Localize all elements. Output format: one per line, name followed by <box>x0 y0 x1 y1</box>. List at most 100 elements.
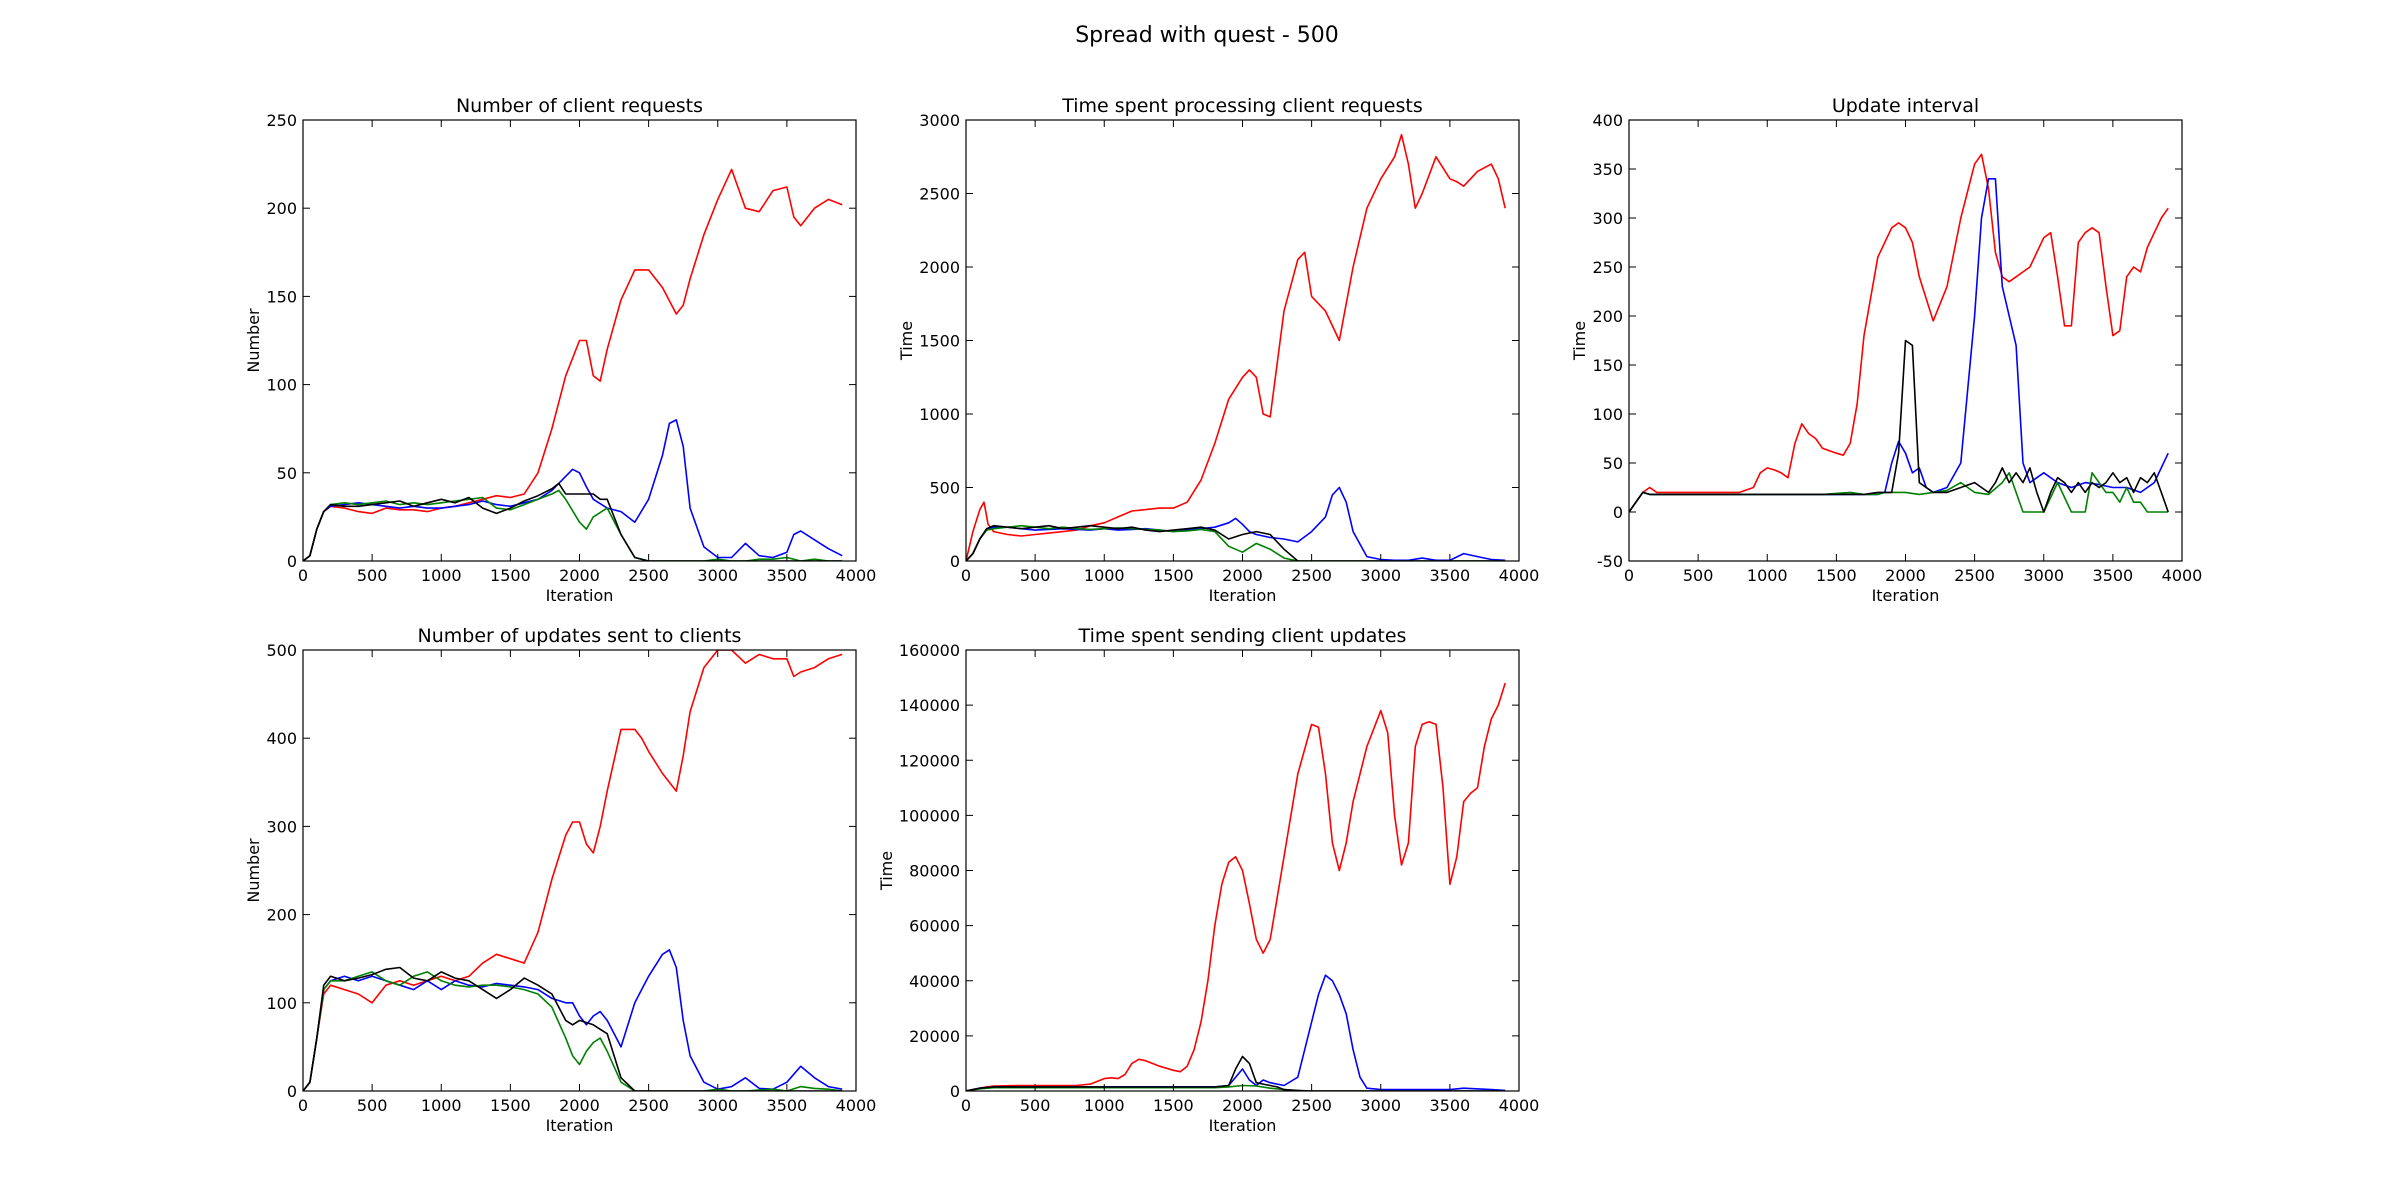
series-line-4 <box>966 1055 1506 1091</box>
chart-title: Time spent processing client requests <box>1061 95 1423 117</box>
x-tick-label: 1500 <box>490 1096 531 1115</box>
axes-frame <box>302 649 857 1092</box>
x-tick-label: 3000 <box>697 566 738 585</box>
y-tick-label: 0 <box>287 552 297 571</box>
x-tick-label: 2000 <box>1222 566 1263 585</box>
y-tick-label: -50 <box>1597 552 1623 571</box>
y-tick-label: 160000 <box>899 641 960 660</box>
x-tick-label: 1000 <box>421 1096 462 1115</box>
x-tick-label: 1500 <box>1153 1096 1194 1115</box>
x-tick-label: 3000 <box>1360 566 1401 585</box>
x-axis-label: Iteration <box>546 586 614 605</box>
x-tick-label: 4000 <box>836 566 877 585</box>
series-line-3 <box>303 489 843 561</box>
y-tick-label: 140000 <box>899 696 960 715</box>
y-tick-label: 200 <box>1592 307 1623 326</box>
x-tick-label: 500 <box>357 566 388 585</box>
x-tick-label: 3000 <box>1360 1096 1401 1115</box>
chart-1: 0 500 1000 1500 2000 2500 3000 3500 4000 0 50 100 15… <box>244 95 876 605</box>
series-line-2 <box>303 949 843 1091</box>
x-tick-label: 2000 <box>1222 1096 1263 1115</box>
y-axis-label: Time <box>897 321 916 361</box>
x-tick-label: 0 <box>298 566 308 585</box>
chart-4: 0 500 1000 1500 2000 2500 3000 3500 4000 0 100 200 3… <box>244 625 876 1135</box>
series-line-4 <box>1629 339 2169 513</box>
y-tick-label: 150 <box>266 287 297 306</box>
y-tick-label: 2500 <box>919 185 960 204</box>
y-tick-label: 100 <box>266 376 297 395</box>
x-tick-label: 500 <box>1020 1096 1051 1115</box>
x-tick-label: 2500 <box>1954 566 1995 585</box>
series-line-3 <box>966 524 1506 561</box>
x-tick-label: 4000 <box>1499 566 1540 585</box>
chart-3: 0 500 1000 1500 2000 2500 3000 3500 4000-5005010… <box>1570 95 2202 605</box>
chart-2: 0 500 1000 1500 2000 2500 3000 3500 4000 0 500 1000… <box>897 95 1539 605</box>
y-axis-label: Number <box>244 838 263 903</box>
y-axis-label: Time <box>877 851 896 891</box>
series-line-1 <box>966 133 1506 561</box>
y-axis-label: Number <box>244 308 263 373</box>
y-tick-label: 350 <box>1592 160 1623 179</box>
x-tick-label: 3500 <box>1430 1096 1471 1115</box>
x-tick-label: 1000 <box>1084 1096 1125 1115</box>
x-tick-label: 1500 <box>1816 566 1857 585</box>
x-tick-label: 3500 <box>767 1096 808 1115</box>
y-tick-label: 200 <box>266 906 297 925</box>
series-line-4 <box>303 966 843 1091</box>
y-tick-label: 200 <box>266 199 297 218</box>
y-tick-label: 0 <box>287 1082 297 1101</box>
y-tick-label: 300 <box>1592 209 1623 228</box>
y-tick-label: 80000 <box>909 862 960 881</box>
x-tick-label: 500 <box>1020 566 1051 585</box>
y-tick-label: 2000 <box>919 258 960 277</box>
series-line-1 <box>966 682 1506 1091</box>
y-tick-label: 1000 <box>919 405 960 424</box>
series-line-1 <box>1629 153 2169 513</box>
chart-title: Number of client requests <box>456 95 703 117</box>
x-tick-label: 1000 <box>1084 566 1125 585</box>
x-tick-label: 2000 <box>559 1096 600 1115</box>
y-axis-label: Time <box>1570 321 1589 361</box>
x-tick-label: 3500 <box>1430 566 1471 585</box>
x-tick-label: 0 <box>961 1096 971 1115</box>
series-line-2 <box>303 419 843 561</box>
chart-5: 0 500 1000 1500 2000 2500 3000 3500 400002000040… <box>877 625 1539 1135</box>
x-tick-label: 1500 <box>490 566 531 585</box>
y-tick-label: 50 <box>1603 454 1623 473</box>
x-tick-label: 500 <box>1683 566 1714 585</box>
y-tick-label: 60000 <box>909 917 960 936</box>
axes-frame <box>965 119 1520 562</box>
y-tick-label: 500 <box>266 641 297 660</box>
y-tick-label: 150 <box>1592 356 1623 375</box>
x-tick-label: 2500 <box>628 1096 669 1115</box>
x-tick-label: 2500 <box>1291 566 1332 585</box>
y-tick-label: 250 <box>1592 258 1623 277</box>
x-axis-label: Iteration <box>1209 1116 1277 1135</box>
chart-title: Number of updates sent to clients <box>418 625 742 647</box>
x-tick-label: 3000 <box>2023 566 2064 585</box>
y-tick-label: 20000 <box>909 1027 960 1046</box>
y-tick-label: 100 <box>1592 405 1623 424</box>
x-tick-label: 3500 <box>767 566 808 585</box>
x-tick-label: 0 <box>961 566 971 585</box>
x-tick-label: 0 <box>298 1096 308 1115</box>
y-tick-label: 100000 <box>899 806 960 825</box>
x-tick-label: 1500 <box>1153 566 1194 585</box>
y-tick-label: 0 <box>950 1082 960 1101</box>
y-tick-label: 1500 <box>919 332 960 351</box>
series-line-2 <box>966 974 1506 1091</box>
y-tick-label: 250 <box>266 111 297 130</box>
x-tick-label: 3000 <box>697 1096 738 1115</box>
y-tick-label: 3000 <box>919 111 960 130</box>
y-tick-label: 0 <box>1613 503 1623 522</box>
x-tick-label: 4000 <box>2162 566 2203 585</box>
x-tick-label: 1000 <box>1747 566 1788 585</box>
series-line-2 <box>1629 178 2169 513</box>
x-tick-label: 2000 <box>559 566 600 585</box>
x-tick-label: 4000 <box>1499 1096 1540 1115</box>
x-tick-label: 0 <box>1624 566 1634 585</box>
x-tick-label: 1000 <box>421 566 462 585</box>
y-tick-label: 50 <box>277 464 297 483</box>
x-tick-label: 3500 <box>2093 566 2134 585</box>
